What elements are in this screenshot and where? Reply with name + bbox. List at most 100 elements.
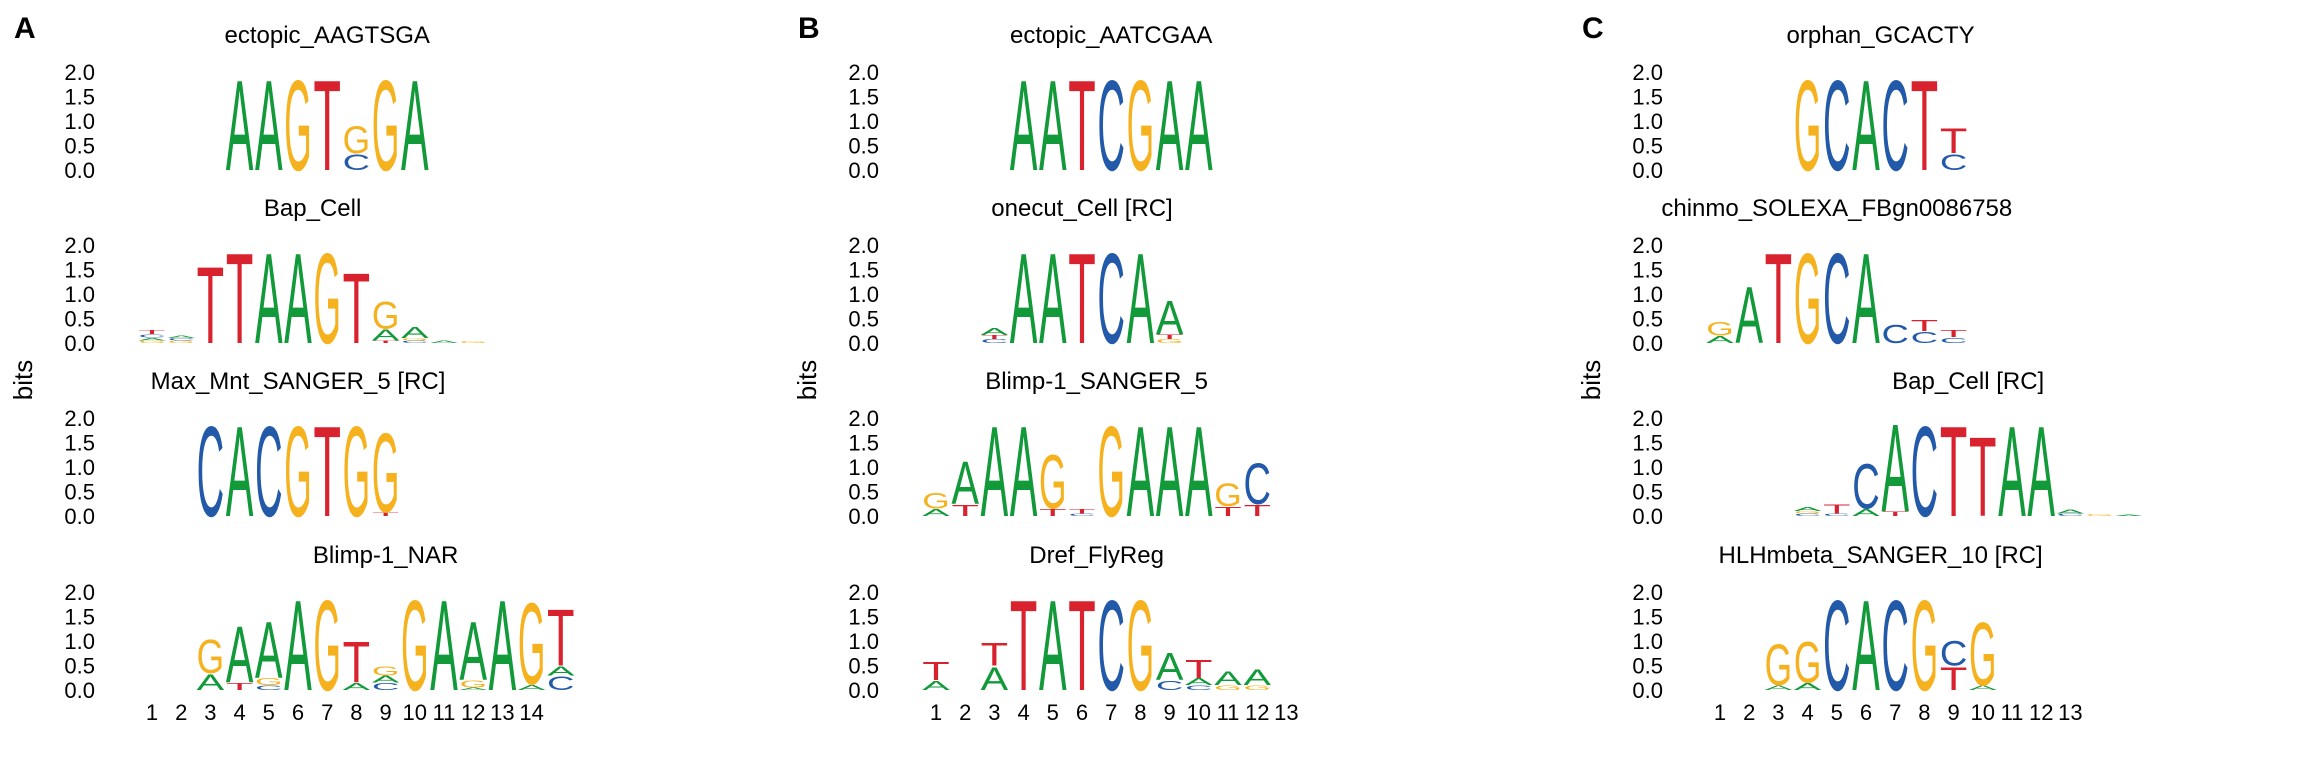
y-tick-label: 0.5: [848, 480, 879, 505]
logo-letter-a: A: [372, 326, 400, 344]
logo-letter-c: C: [1940, 635, 1968, 674]
x-tick-label: 13: [1274, 700, 1298, 725]
logo-letter-g: G: [138, 340, 166, 344]
x-tick-label: 7: [321, 700, 333, 725]
y-tick-label: 0.0: [64, 331, 95, 356]
logo-letter-t: T: [372, 340, 400, 344]
logo-letter-a: A: [284, 575, 312, 718]
logo-letter-t: T: [1940, 329, 1968, 340]
logo-letter-t: T: [226, 228, 254, 371]
logo-letter-c: C: [138, 334, 166, 339]
y-tick-label: 2.0: [848, 233, 879, 258]
y-tick-label: 0.0: [1632, 158, 1663, 183]
logo-letter-c: C: [197, 401, 225, 544]
logo-letter-t: T: [547, 593, 575, 683]
logo-letter-t: T: [313, 401, 341, 544]
x-tick-label: 5: [1831, 700, 1843, 725]
y-tick-label: 0.5: [848, 654, 879, 679]
x-tick-label: 8: [1918, 700, 1930, 725]
logo-letter-t: T: [343, 630, 371, 695]
logo-letter-a: A: [922, 508, 950, 519]
logo-letter-a: A: [1010, 401, 1038, 544]
logo-letter-t: T: [1911, 55, 1939, 198]
x-tick-label: 6: [1860, 700, 1872, 725]
logo-letter-a: A: [255, 55, 283, 198]
y-tick-label: 2.0: [848, 580, 879, 605]
logo-letter-a: A: [1243, 665, 1271, 690]
logo-letter-a: A: [922, 679, 950, 693]
logo-letter-c: C: [1097, 228, 1125, 371]
y-tick-label: 2.0: [1632, 406, 1663, 431]
logo-letter-g: G: [518, 580, 546, 710]
logo-letter-g: G: [1765, 633, 1793, 698]
logo-letter-c: C: [343, 150, 371, 175]
logo-letter-g: G: [1794, 55, 1822, 198]
sequence-logo: Blimp-1_SANGER_50.00.51.01.52.0AG TA A A TG C…: [848, 368, 1271, 544]
x-tick-label: 3: [988, 700, 1000, 725]
logo-title: Blimp-1_SANGER_5: [985, 368, 1208, 395]
logo-letter-a: A: [2115, 514, 2143, 516]
x-tick-label: 8: [350, 700, 362, 725]
sequence-logo: HLHmbeta_SANGER_10 [RC]0.00.51.01.52.0AG…: [1632, 542, 2042, 718]
logo-letter-a: A: [138, 337, 166, 341]
logo-letter-c: C: [1068, 513, 1096, 517]
logo-letter-a: A: [1794, 682, 1822, 693]
y-tick-label: 1.0: [848, 629, 879, 654]
logo-letter-a: A: [1156, 646, 1184, 689]
logo-letter-a: A: [1039, 228, 1067, 371]
y-tick-label: 0.5: [1632, 134, 1663, 159]
logo-letter-g: G: [255, 677, 283, 688]
y-tick-label: 1.5: [1632, 605, 1663, 630]
y-tick-label: 1.0: [64, 109, 95, 134]
x-tick-label: 13: [2058, 700, 2082, 725]
logo-letter-a: A: [1156, 292, 1184, 345]
y-tick-label: 2.0: [64, 60, 95, 85]
x-tick-label: 9: [379, 700, 391, 725]
y-tick-label: 2.0: [1632, 580, 1663, 605]
y-tick-label: 0.0: [64, 158, 95, 183]
y-tick-label: 1.0: [1632, 629, 1663, 654]
logo-letter-a: A: [430, 340, 458, 344]
logo-letter-a: A: [1794, 507, 1822, 513]
x-tick-label: 1: [146, 700, 158, 725]
panel-letter: C: [1582, 12, 1604, 45]
logo-letter-a: A: [1969, 684, 1998, 691]
logo-letter-c: C: [547, 673, 575, 695]
x-tick-label: 2: [1743, 700, 1755, 725]
y-tick-label: 1.5: [64, 605, 95, 630]
x-tick-label: 2: [175, 700, 187, 725]
logo-letter-t: T: [951, 502, 979, 520]
logo-letter-a: A: [1156, 55, 1184, 198]
y-tick-label: 2.0: [848, 60, 879, 85]
y-tick-label: 1.5: [1632, 85, 1663, 110]
logo-letter-c: C: [1911, 329, 1939, 347]
x-tick-label: 6: [1076, 700, 1088, 725]
logo-letter-a: A: [226, 610, 254, 700]
x-tick-label: 5: [263, 700, 275, 725]
sequence-logo: Max_Mnt_SANGER_5 [RC]0.00.51.01.52.0 C A C G…: [64, 368, 445, 544]
logo-letter-a: A: [1010, 55, 1038, 198]
logo-letter-c: C: [1911, 401, 1939, 544]
logo-letter-a: A: [1852, 228, 1880, 371]
x-tick-label: 9: [1947, 700, 1959, 725]
panel-letter: A: [14, 12, 36, 45]
logo-letter-c: C: [1881, 575, 1909, 718]
logo-letter-t: T: [1039, 508, 1067, 519]
logo-letter-t: T: [1940, 661, 1968, 697]
logo-letter-g: G: [343, 401, 371, 544]
x-tick-label: 11: [2001, 700, 2024, 725]
logo-letter-g: G: [2086, 514, 2114, 517]
logo-letter-t: T: [1068, 55, 1096, 198]
logo-letter-g: G: [1127, 575, 1155, 718]
logo-letter-a: A: [459, 605, 487, 698]
y-tick-label: 0.5: [64, 134, 95, 159]
y-tick-label: 1.0: [1632, 109, 1663, 134]
logo-letter-g: G: [372, 409, 400, 536]
x-tick-label: 5: [1047, 700, 1059, 725]
logo-letter-t: T: [1068, 508, 1096, 515]
x-tick-label: 8: [1134, 700, 1146, 725]
